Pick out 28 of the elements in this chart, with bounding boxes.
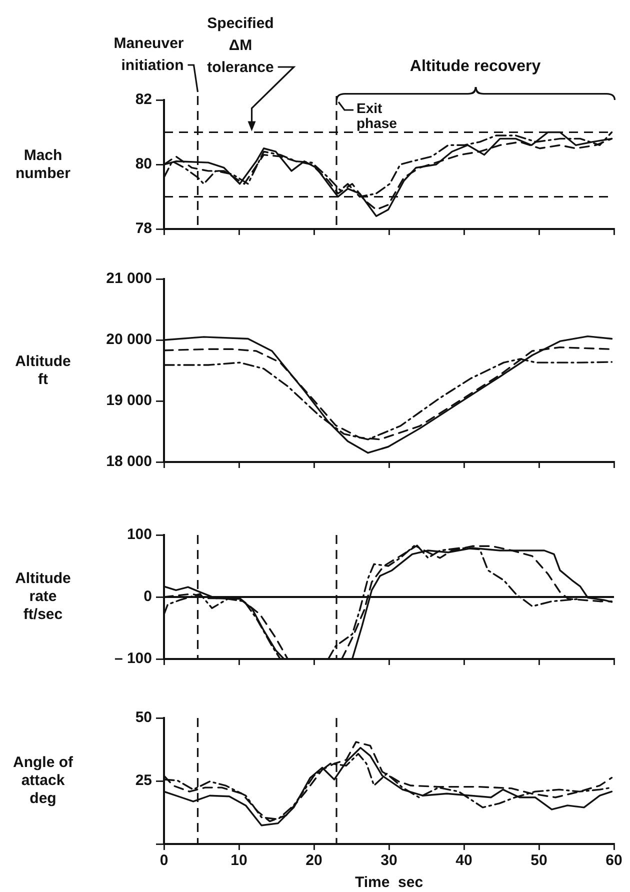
y-tick-label: 21 000 — [106, 270, 152, 288]
ref-line-label: Maneuver initiation — [114, 35, 184, 74]
y-tick-label: 82 — [135, 91, 152, 108]
y-tick-label: 25 — [135, 772, 152, 790]
y-axis-title: Altitude rate ft/sec — [14, 570, 72, 624]
y-tick-label: 50 — [135, 709, 152, 726]
y-axis-title: Altitude ft — [14, 352, 72, 388]
y-tick-label: 80 — [135, 156, 152, 173]
x-tick-label: 50 — [530, 852, 548, 870]
ref-line-label: Specified ΔM tolerance — [207, 15, 274, 76]
x-tick-label: 30 — [380, 852, 398, 870]
y-tick-label: 19 000 — [106, 392, 152, 410]
y-axis-title: Mach number — [14, 146, 72, 182]
y-tick-label: 18 000 — [106, 453, 152, 470]
x-tick-label: 60 — [606, 852, 622, 870]
y-tick-label: – 100 — [114, 650, 152, 668]
x-tick-label: 0 — [160, 852, 168, 870]
x-tick-label: 20 — [306, 852, 322, 870]
y-tick-label: 78 — [135, 220, 152, 238]
y-tick-label: 100 — [126, 526, 152, 544]
y-tick-label: 20 000 — [106, 331, 152, 348]
x-axis-title: Time sec — [354, 874, 424, 892]
x-tick-label: 10 — [230, 852, 248, 870]
x-tick-label: 40 — [456, 852, 472, 870]
text: Altitude recovery — [410, 58, 541, 76]
y-axis-title: Angle of attack deg — [12, 754, 74, 808]
y-tick-label: 0 — [144, 588, 152, 606]
ref-line-label: Exit phase — [356, 100, 398, 131]
